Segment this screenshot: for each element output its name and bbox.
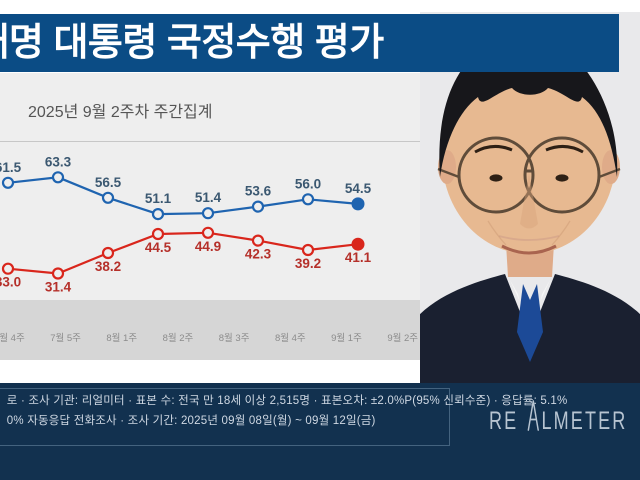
svg-text:LMETER: LMETER: [541, 406, 627, 435]
svg-text:RE: RE: [489, 406, 518, 435]
svg-text:42.3: 42.3: [245, 247, 272, 262]
svg-text:44.9: 44.9: [195, 239, 221, 254]
svg-text:31.4: 31.4: [45, 280, 72, 295]
svg-text:53.6: 53.6: [245, 184, 272, 199]
svg-text:38.2: 38.2: [95, 259, 121, 274]
svg-text:33.0: 33.0: [0, 275, 21, 290]
svg-text:39.2: 39.2: [295, 256, 321, 271]
svg-text:61.5: 61.5: [0, 160, 22, 175]
svg-text:63.3: 63.3: [45, 154, 72, 169]
svg-text:41.1: 41.1: [345, 250, 372, 265]
svg-text:56.5: 56.5: [95, 175, 122, 190]
svg-text:44.5: 44.5: [145, 240, 172, 255]
svg-text:51.1: 51.1: [145, 191, 172, 206]
svg-text:54.5: 54.5: [345, 181, 372, 196]
svg-text:51.4: 51.4: [195, 190, 222, 205]
svg-text:56.0: 56.0: [295, 176, 321, 191]
